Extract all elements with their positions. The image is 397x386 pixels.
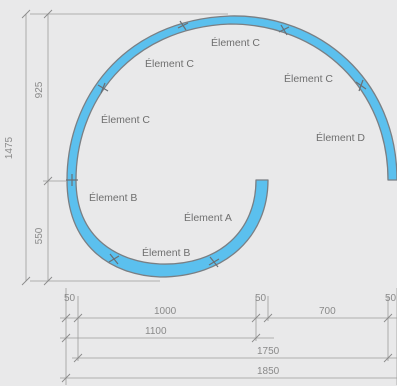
horizontal-dimensions: 50 1000 50 700 50 1100 1750 1850 <box>60 288 397 385</box>
dim-lower-height: 550 <box>34 227 45 244</box>
vertical-dimensions: 1475 925 550 <box>4 9 228 286</box>
element-label: Élement A <box>184 211 232 224</box>
dim-row4: 1850 <box>257 366 280 377</box>
dim-row1-1: 1000 <box>154 306 177 317</box>
dim-row1-0: 50 <box>64 293 76 304</box>
dim-row1-2: 50 <box>255 293 267 304</box>
joint-marker <box>177 22 189 29</box>
joint-marker <box>100 82 106 94</box>
joint-marker <box>208 258 220 266</box>
joint-marker <box>108 255 120 263</box>
dim-row1-4: 50 <box>385 293 397 304</box>
dim-row1-3: 700 <box>319 306 336 317</box>
dim-row3: 1750 <box>257 346 280 357</box>
element-label: Élement C <box>284 72 333 85</box>
element-label: Élement B <box>142 246 190 259</box>
element-label: Élement D <box>316 131 365 144</box>
element-label: Élement C <box>101 113 150 126</box>
element-label: Élement C <box>211 36 260 49</box>
spiral-band <box>66 15 397 278</box>
joint-marker <box>358 79 364 92</box>
joint-marker <box>278 26 290 33</box>
dim-row2: 1100 <box>145 326 167 337</box>
dim-upper-height: 925 <box>34 81 45 98</box>
dim-total-height: 1475 <box>4 136 15 159</box>
element-label: Élement C <box>145 57 194 70</box>
element-label: Élement B <box>89 191 137 204</box>
joint-markers <box>66 20 367 268</box>
